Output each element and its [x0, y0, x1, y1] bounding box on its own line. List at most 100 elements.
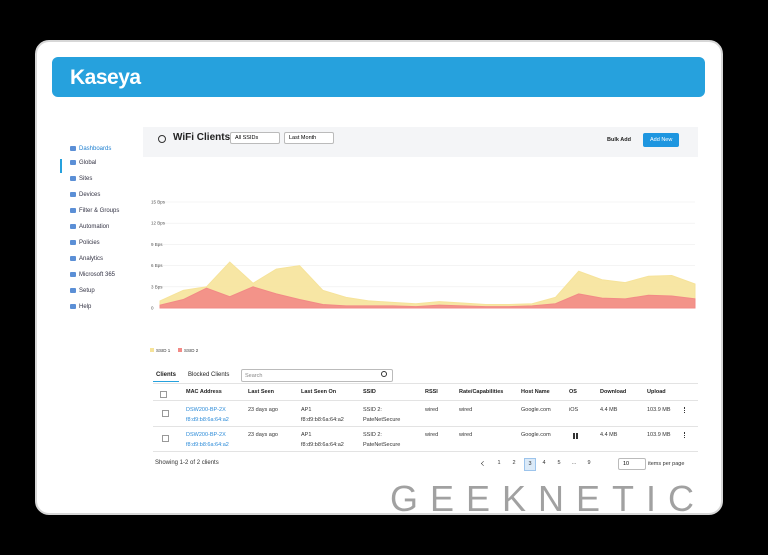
sidebar-label: Analytics — [79, 256, 104, 263]
sidebar-icon — [70, 304, 76, 309]
sidebar-label: Filter & Groups — [79, 208, 120, 215]
watermark: GEEKNETIC — [390, 478, 707, 519]
sidebar-item[interactable]: Analytics — [70, 256, 103, 262]
row-menu[interactable] — [684, 407, 687, 413]
sidebar-icon — [70, 192, 76, 197]
column-header: Rate/Capabilities — [459, 389, 504, 395]
page-size[interactable]: 10 — [618, 458, 646, 470]
search-box[interactable] — [241, 369, 393, 382]
column-header: MAC Address — [186, 389, 222, 395]
sidebar-label: Microsoft 365 — [79, 272, 116, 279]
legend-swatch — [150, 348, 154, 352]
period-filter[interactable]: Last Month — [284, 132, 334, 144]
sidebar-icon — [70, 288, 76, 293]
tab[interactable]: Blocked Clients — [188, 372, 230, 378]
device-frame — [35, 40, 723, 515]
sidebar-icon — [70, 160, 76, 165]
column-header: SSID — [363, 389, 376, 395]
active-indicator — [60, 159, 62, 173]
y-tick-label: 15 Bps — [151, 200, 166, 205]
column-header: OS — [569, 389, 577, 395]
sidebar-icon — [70, 240, 76, 245]
legend-label: SSID 1 — [156, 348, 171, 353]
sidebar-item[interactable]: Dashboards — [70, 146, 111, 152]
divider — [153, 426, 698, 427]
user-icon — [158, 135, 166, 143]
page-number[interactable]: 2 — [512, 460, 516, 466]
cell: PateNetSecure — [363, 417, 401, 423]
column-header: Download — [600, 389, 627, 395]
cell[interactable]: DSW200-BP-2X — [186, 407, 226, 413]
page-number[interactable]: ... — [571, 460, 577, 466]
header-bar — [52, 57, 705, 97]
sidebar-icon — [70, 256, 76, 261]
cell: 4.4 MB — [600, 432, 618, 438]
area — [159, 261, 696, 309]
ssid-filter[interactable]: All SSIDs — [230, 132, 280, 144]
column-header: Upload — [647, 389, 666, 395]
sidebar-label: Sites — [79, 176, 93, 183]
sidebar-item[interactable]: Automation — [70, 224, 109, 230]
sidebar-label: Help — [79, 304, 92, 311]
cell: AP1 — [301, 407, 312, 413]
table-footer: Showing 1-2 of 2 clients — [155, 460, 219, 466]
sidebar-label: Setup — [79, 288, 95, 295]
sidebar-icon — [70, 272, 76, 277]
y-tick-label: 3 Bps — [151, 284, 163, 289]
page-number[interactable]: 3 — [524, 458, 536, 471]
sidebar-item[interactable]: Help — [70, 304, 91, 310]
legend-label: SSID 2 — [184, 348, 199, 353]
row-menu[interactable] — [684, 432, 687, 438]
traffic-chart: 0 3 Bps 6 Bps 9 Bps 12 Bps 15 Bps SSID 1 SSID 2 — [150, 200, 696, 353]
sidebar-label: Global — [79, 160, 97, 167]
divider — [153, 383, 698, 384]
brand: Kaseya — [70, 66, 141, 89]
page-number[interactable]: 9 — [587, 460, 591, 466]
sidebar-icon — [70, 146, 76, 151]
sidebar-item[interactable]: Setup — [70, 288, 95, 294]
sidebar-label: Devices — [79, 192, 101, 199]
checkbox[interactable] — [162, 410, 169, 417]
cell: 23 days ago — [248, 407, 278, 413]
page-number[interactable]: 5 — [557, 460, 561, 466]
sidebar-item[interactable]: Microsoft 365 — [70, 272, 115, 278]
sidebar-label: Automation — [79, 224, 110, 231]
cell: 4.4 MB — [600, 407, 618, 413]
column-header: Last Seen On — [301, 389, 337, 395]
cell: f8:d9:b8:6a:64:a2 — [301, 442, 344, 448]
cell: iOS — [569, 407, 579, 413]
sidebar-item[interactable]: Filter & Groups — [70, 208, 119, 214]
tab[interactable]: Clients — [156, 372, 177, 378]
cell[interactable]: f8:d9:b8:6a:64:a2 — [186, 417, 229, 423]
sidebar-icon — [70, 176, 76, 181]
sidebar-icon — [70, 208, 76, 213]
y-tick-label: 12 Bps — [151, 221, 166, 226]
sidebar-label: Dashboards — [79, 146, 112, 153]
os-icon — [573, 433, 579, 439]
sidebar-item[interactable]: Sites — [70, 176, 92, 182]
checkbox[interactable] — [160, 391, 167, 398]
cell[interactable]: DSW200-BP-2X — [186, 432, 226, 438]
page-title: WiFi Clients — [173, 132, 231, 143]
y-tick-label: 0 — [151, 306, 154, 311]
sidebar-item[interactable]: Devices — [70, 192, 100, 198]
page-number[interactable]: 1 — [497, 460, 501, 466]
cell: f8:d9:b8:6a:64:a2 — [301, 417, 344, 423]
search-icon — [381, 371, 387, 377]
checkbox[interactable] — [162, 435, 169, 442]
cell[interactable]: f8:d9:b8:6a:64:a2 — [186, 442, 229, 448]
cell: Google.com — [521, 407, 551, 413]
sidebar-item[interactable]: Policies — [70, 240, 100, 246]
cell: wired — [459, 407, 473, 413]
sidebar-icon — [70, 224, 76, 229]
sidebar-item[interactable]: Global — [70, 160, 96, 166]
add-new[interactable]: Add New — [643, 133, 680, 147]
bulk-add[interactable]: Bulk Add — [607, 137, 631, 143]
cell: PateNetSecure — [363, 442, 401, 448]
page-number[interactable]: 4 — [542, 460, 546, 466]
cell: wired — [459, 432, 473, 438]
page-size-label: items per page — [648, 461, 685, 467]
y-tick-label: 9 Bps — [151, 242, 163, 247]
cell: 23 days ago — [248, 432, 278, 438]
